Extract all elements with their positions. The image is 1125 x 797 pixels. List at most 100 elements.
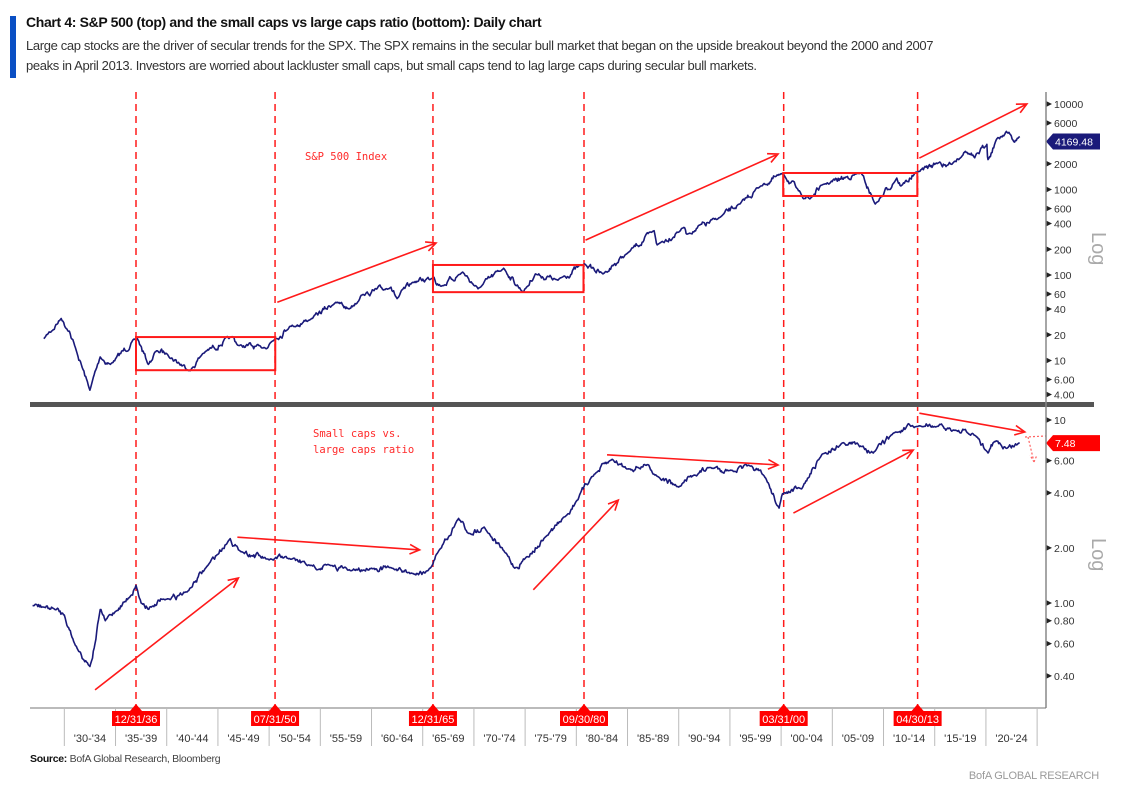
bottom-y-tick-label: 4.00 xyxy=(1054,488,1075,500)
top-y-tick-label: 20 xyxy=(1054,330,1066,342)
trend-arrow xyxy=(94,576,240,691)
bottom-y-tick-mark xyxy=(1046,640,1052,647)
x-bin-label: '55-'59 xyxy=(330,733,362,745)
x-bin-label: '60-'64 xyxy=(381,733,413,745)
brand-footer: BofA GLOBAL RESEARCH xyxy=(968,770,1099,782)
date-marker-pointer xyxy=(777,704,790,711)
top-y-tick-label: 2000 xyxy=(1054,159,1078,171)
date-marker-label[interactable]: 04/30/13 xyxy=(896,714,939,726)
date-marker-label[interactable]: 12/31/65 xyxy=(412,714,455,726)
trend-arrow xyxy=(919,103,1029,159)
sp500-line xyxy=(43,130,1021,391)
sp500-label: S&P 500 Index xyxy=(305,151,387,163)
chart-subtitle-line2: peaks in April 2013. Investors are worri… xyxy=(26,58,757,73)
date-marker-label[interactable]: 03/31/00 xyxy=(762,714,805,726)
x-bin-label: '10-'14 xyxy=(893,733,925,745)
chart-title: Chart 4: S&P 500 (top) and the small cap… xyxy=(26,14,542,30)
top-y-tick-label: 600 xyxy=(1054,203,1072,215)
date-marker-badge[interactable] xyxy=(112,711,160,726)
date-marker-pointer xyxy=(269,704,282,711)
header-accent-bar xyxy=(10,16,16,78)
bottom-y-tick-label: 0.80 xyxy=(1054,616,1075,628)
trend-arrow xyxy=(532,498,620,591)
bottom-y-tick-mark xyxy=(1046,417,1052,423)
sp500-panel: 10000 6000 2000 1000 600 400 200 100 60 40 20 10 6.0… xyxy=(43,99,1100,402)
bottom-y-tick-mark xyxy=(1046,600,1052,606)
marker-lines xyxy=(135,92,919,708)
panel-separator[interactable] xyxy=(30,402,1094,407)
bottom-y-tick-label: 2.00 xyxy=(1054,543,1075,555)
top-y-tick-label: 1000 xyxy=(1054,185,1078,197)
ratio-label-line1: Small caps vs. xyxy=(313,428,402,440)
date-marker-pointer xyxy=(578,704,590,711)
x-bin-label: '05-'09 xyxy=(842,733,874,745)
ratio-line xyxy=(32,422,1020,668)
ratio-last-value-tag xyxy=(1046,435,1100,452)
top-y-tick-mark xyxy=(1046,186,1052,193)
date-marker-pointer xyxy=(426,704,439,711)
bottom-y-tick-mark xyxy=(1046,617,1052,624)
top-y-tick-label: 200 xyxy=(1054,244,1072,256)
consolidation-box xyxy=(431,263,585,294)
x-bin-label: '35-'39 xyxy=(125,733,157,745)
sp500-last-value-tag xyxy=(1046,133,1100,150)
date-marker-badge[interactable] xyxy=(408,711,457,726)
x-bin-label: '50-'54 xyxy=(279,733,311,745)
top-y-tick-mark xyxy=(1046,306,1052,313)
top-y-tick-label: 60 xyxy=(1054,289,1066,301)
date-marker-badge[interactable] xyxy=(759,711,808,726)
date-marker-badge[interactable] xyxy=(560,711,608,726)
source-label: Source: xyxy=(30,753,67,765)
top-y-tick-label: 400 xyxy=(1054,219,1072,231)
projection-arrow xyxy=(1024,435,1047,463)
top-y-tick-label: 100 xyxy=(1054,270,1072,282)
consolidation-box xyxy=(782,171,919,197)
top-y-tick-mark xyxy=(1046,220,1052,227)
date-marker-label[interactable]: 12/31/36 xyxy=(115,714,158,726)
bottom-y-tick-mark xyxy=(1046,489,1052,496)
x-bin-label: '95-'99 xyxy=(739,733,771,745)
x-bin-label: '80-'84 xyxy=(586,733,618,745)
top-y-tick-mark xyxy=(1046,101,1052,107)
date-marker-label[interactable]: 09/30/80 xyxy=(563,714,606,726)
top-y-tick-mark xyxy=(1046,205,1052,212)
x-bin-label: '85-'89 xyxy=(637,733,669,745)
x-axis: '30-'34 '35-'39 '40-'44 '45-'49 '50-'54 '55-'… xyxy=(63,704,1038,746)
bottom-log-label: Log xyxy=(1087,538,1109,571)
sp500-last-value-tag-label: 4169.48 xyxy=(1055,136,1093,148)
top-y-tick-mark xyxy=(1046,290,1052,297)
top-y-tick-mark xyxy=(1046,272,1052,278)
date-marker-label[interactable]: 07/31/50 xyxy=(254,714,297,726)
x-bin-label: '75-'79 xyxy=(535,733,567,745)
x-bin-label: '15-'19 xyxy=(944,733,976,745)
top-y-tick-label: 10 xyxy=(1054,356,1066,368)
ratio-label-line2: large caps ratio xyxy=(313,444,414,456)
bottom-y-tick-mark xyxy=(1046,457,1052,464)
ratio-last-value-tag-label: 7.48 xyxy=(1055,438,1076,450)
trend-arrow xyxy=(793,449,915,514)
trend-arrow xyxy=(919,412,1027,436)
top-y-tick-mark xyxy=(1046,119,1052,126)
source-text: BofA Global Research, Bloomberg xyxy=(69,753,221,765)
trend-arrow xyxy=(606,454,780,470)
top-log-label: Log xyxy=(1087,232,1109,265)
trend-arrow xyxy=(277,241,438,304)
bottom-y-tick-label: 0.60 xyxy=(1054,639,1075,651)
source-note: Source: BofA Global Research, Bloomberg xyxy=(30,753,221,765)
date-marker-badge[interactable] xyxy=(893,711,942,726)
x-bin-label: '45-'49 xyxy=(227,733,259,745)
top-y-tick-mark xyxy=(1046,331,1052,338)
bottom-y-tick-label: 6.00 xyxy=(1054,456,1075,468)
trend-arrow xyxy=(585,152,780,241)
date-marker-pointer xyxy=(130,704,142,711)
bottom-y-tick-mark xyxy=(1046,544,1052,551)
bottom-y-tick-label: 0.40 xyxy=(1054,671,1075,683)
top-y-tick-mark xyxy=(1046,160,1052,167)
top-y-tick-mark xyxy=(1046,376,1052,383)
date-marker-badge[interactable] xyxy=(251,711,300,726)
x-bin-label: '00-'04 xyxy=(791,733,823,745)
date-marker-pointer xyxy=(911,704,924,711)
bottom-y-tick-label: 10 xyxy=(1054,415,1066,427)
top-y-tick-label: 6000 xyxy=(1054,118,1078,130)
